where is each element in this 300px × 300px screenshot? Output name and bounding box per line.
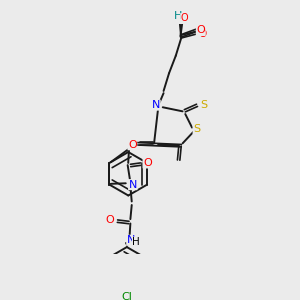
Text: O: O <box>181 14 188 23</box>
Text: H: H <box>174 11 183 21</box>
Text: S: S <box>193 124 200 134</box>
Text: O: O <box>143 158 152 168</box>
Text: H: H <box>173 11 181 21</box>
Text: O: O <box>196 26 205 35</box>
Text: N: N <box>152 100 160 110</box>
Text: S: S <box>200 100 207 110</box>
Text: O: O <box>178 14 186 23</box>
Text: O: O <box>106 215 114 225</box>
Text: N: N <box>127 235 135 245</box>
Text: Cl: Cl <box>122 292 132 300</box>
Text: O: O <box>128 140 137 150</box>
Text: H: H <box>133 237 140 247</box>
Text: O: O <box>199 29 207 39</box>
Text: N: N <box>129 180 137 190</box>
